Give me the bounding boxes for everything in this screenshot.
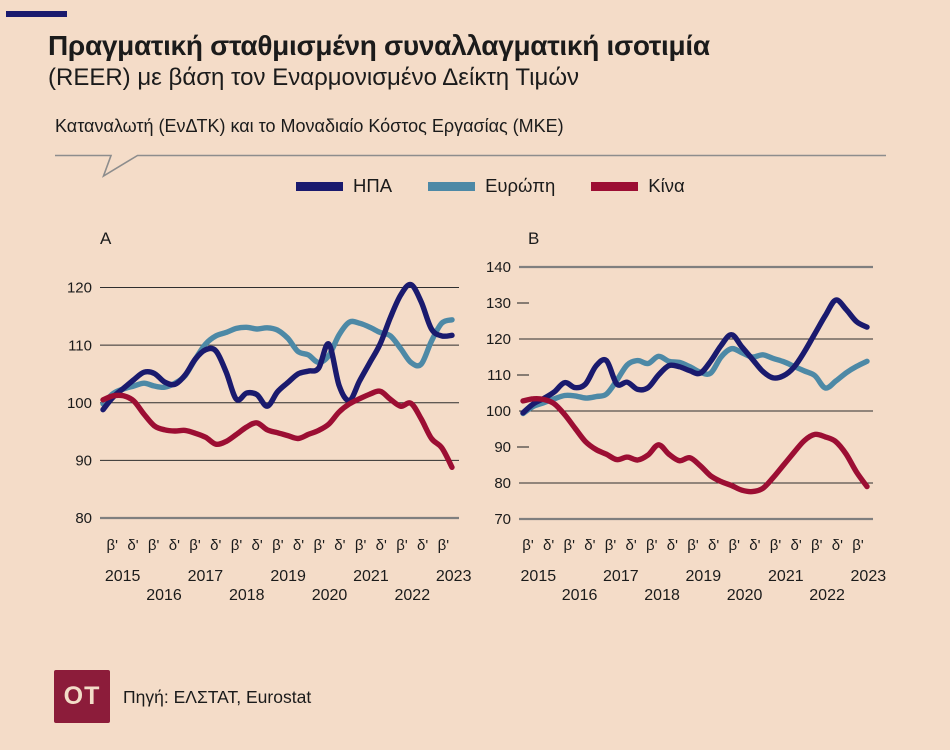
- legend-swatch-europe: [428, 181, 476, 191]
- legend-label-china: Κίνα: [648, 175, 685, 196]
- year-label: 2019: [270, 568, 306, 585]
- chart-legend: ΗΠΑ Ευρώπη Κίνα: [296, 175, 721, 197]
- x-tick-label: δ': [252, 537, 263, 554]
- year-label: 2022: [809, 587, 845, 604]
- year-label: 2020: [312, 587, 348, 604]
- year-label: 2023: [436, 568, 472, 585]
- legend-item-china: Κίνα: [591, 175, 685, 197]
- year-label: 2020: [727, 587, 763, 604]
- y-tick-label: 140: [486, 259, 511, 276]
- ot-logo: OT: [54, 670, 110, 723]
- series-line-china: [520, 395, 870, 495]
- x-tick-label: δ': [169, 537, 180, 554]
- year-label: 2018: [644, 587, 680, 604]
- ot-logo-text: OT: [63, 682, 101, 710]
- year-label: 2016: [562, 587, 598, 604]
- x-tick-label: β': [272, 537, 284, 554]
- y-tick-label: 110: [487, 367, 511, 384]
- y-tick-label: 110: [68, 337, 92, 354]
- series-line-china: [100, 388, 455, 470]
- x-tick-label: β': [564, 537, 576, 554]
- legend-item-europe: Ευρώπη: [428, 175, 555, 197]
- series-line-usa: [100, 281, 455, 413]
- y-tick-label: 90: [75, 453, 92, 470]
- y-tick-label: 120: [486, 331, 511, 348]
- panel-label-B: B: [528, 229, 539, 248]
- x-tick-label: β': [107, 537, 119, 554]
- year-label: 2023: [851, 568, 887, 585]
- x-tick-label: δ': [832, 537, 843, 554]
- page-subtitle-2: Καταναλωτή (ΕνΔΤΚ) και το Μοναδιαίο Κόστ…: [55, 116, 564, 136]
- x-tick-label: β': [646, 537, 658, 554]
- legend-swatch-china: [591, 181, 639, 191]
- x-tick-label: β': [148, 537, 160, 554]
- y-tick-label: 70: [494, 511, 511, 528]
- year-label: 2017: [603, 568, 639, 585]
- x-tick-label: β': [852, 537, 864, 554]
- y-tick-label: 90: [494, 439, 511, 456]
- x-tick-label: δ': [210, 537, 221, 554]
- x-tick-label: β': [770, 537, 782, 554]
- source-note: Πηγή: ΕΛΣΤΑΤ, Eurostat: [123, 687, 312, 707]
- x-tick-label: δ': [293, 537, 304, 554]
- x-tick-label: δ': [543, 537, 554, 554]
- x-tick-label: δ': [334, 537, 345, 554]
- x-tick-label: δ': [127, 537, 138, 554]
- year-label: 2022: [395, 587, 431, 604]
- x-tick-label: δ': [584, 537, 595, 554]
- y-tick-label: 80: [494, 475, 511, 492]
- legend-item-usa: ΗΠΑ: [296, 175, 392, 197]
- year-label: 2021: [768, 568, 804, 585]
- year-label: 2019: [686, 568, 722, 585]
- series-line-europe: [520, 345, 870, 417]
- series-line-europe: [100, 317, 455, 407]
- y-tick-label: 100: [67, 395, 92, 412]
- legend-swatch-usa: [296, 181, 343, 191]
- x-tick-label: β': [396, 537, 408, 554]
- year-label: 2021: [353, 568, 389, 585]
- x-tick-label: δ': [791, 537, 802, 554]
- x-tick-label: β': [729, 537, 741, 554]
- legend-label-usa: ΗΠΑ: [353, 175, 393, 196]
- x-tick-label: δ': [667, 537, 678, 554]
- legend-label-europe: Ευρώπη: [485, 175, 556, 196]
- x-tick-label: β': [687, 537, 699, 554]
- year-label: 2018: [229, 587, 265, 604]
- x-tick-label: δ': [708, 537, 719, 554]
- series-line-usa: [520, 297, 870, 416]
- page-subtitle: (REER) με βάση τον Εναρμονισμένο Δείκτη …: [48, 64, 580, 91]
- year-label: 2015: [105, 568, 141, 585]
- x-tick-label: β': [811, 537, 823, 554]
- year-label: 2017: [188, 568, 224, 585]
- y-tick-label: 100: [486, 403, 511, 420]
- x-tick-label: β': [189, 537, 201, 554]
- x-tick-label: δ': [749, 537, 760, 554]
- x-tick-label: δ': [376, 537, 387, 554]
- y-tick-label: 80: [75, 510, 92, 527]
- y-tick-label: 130: [486, 295, 511, 312]
- x-tick-label: β': [522, 537, 534, 554]
- year-label: 2016: [146, 587, 182, 604]
- line-charts: A 120 110 100 90 80 β' δ' β' δ' β' δ' β' δ' β' δ' β' δ' β'…: [67, 229, 887, 604]
- separator-line: [55, 154, 886, 178]
- x-tick-label: δ': [417, 537, 428, 554]
- x-tick-label: β': [605, 537, 617, 554]
- page-title: Πραγματική σταθμισμένη συναλλαγματική ισ…: [48, 30, 710, 61]
- x-tick-label: β': [231, 537, 243, 554]
- panel-label-A: A: [100, 229, 112, 248]
- year-label: 2015: [521, 568, 557, 585]
- x-tick-label: δ': [626, 537, 637, 554]
- brand-accent-dash: [6, 11, 67, 17]
- x-tick-label: β': [355, 537, 367, 554]
- x-tick-label: β': [438, 537, 450, 554]
- x-tick-label: β': [313, 537, 325, 554]
- y-tick-label: 120: [67, 280, 92, 297]
